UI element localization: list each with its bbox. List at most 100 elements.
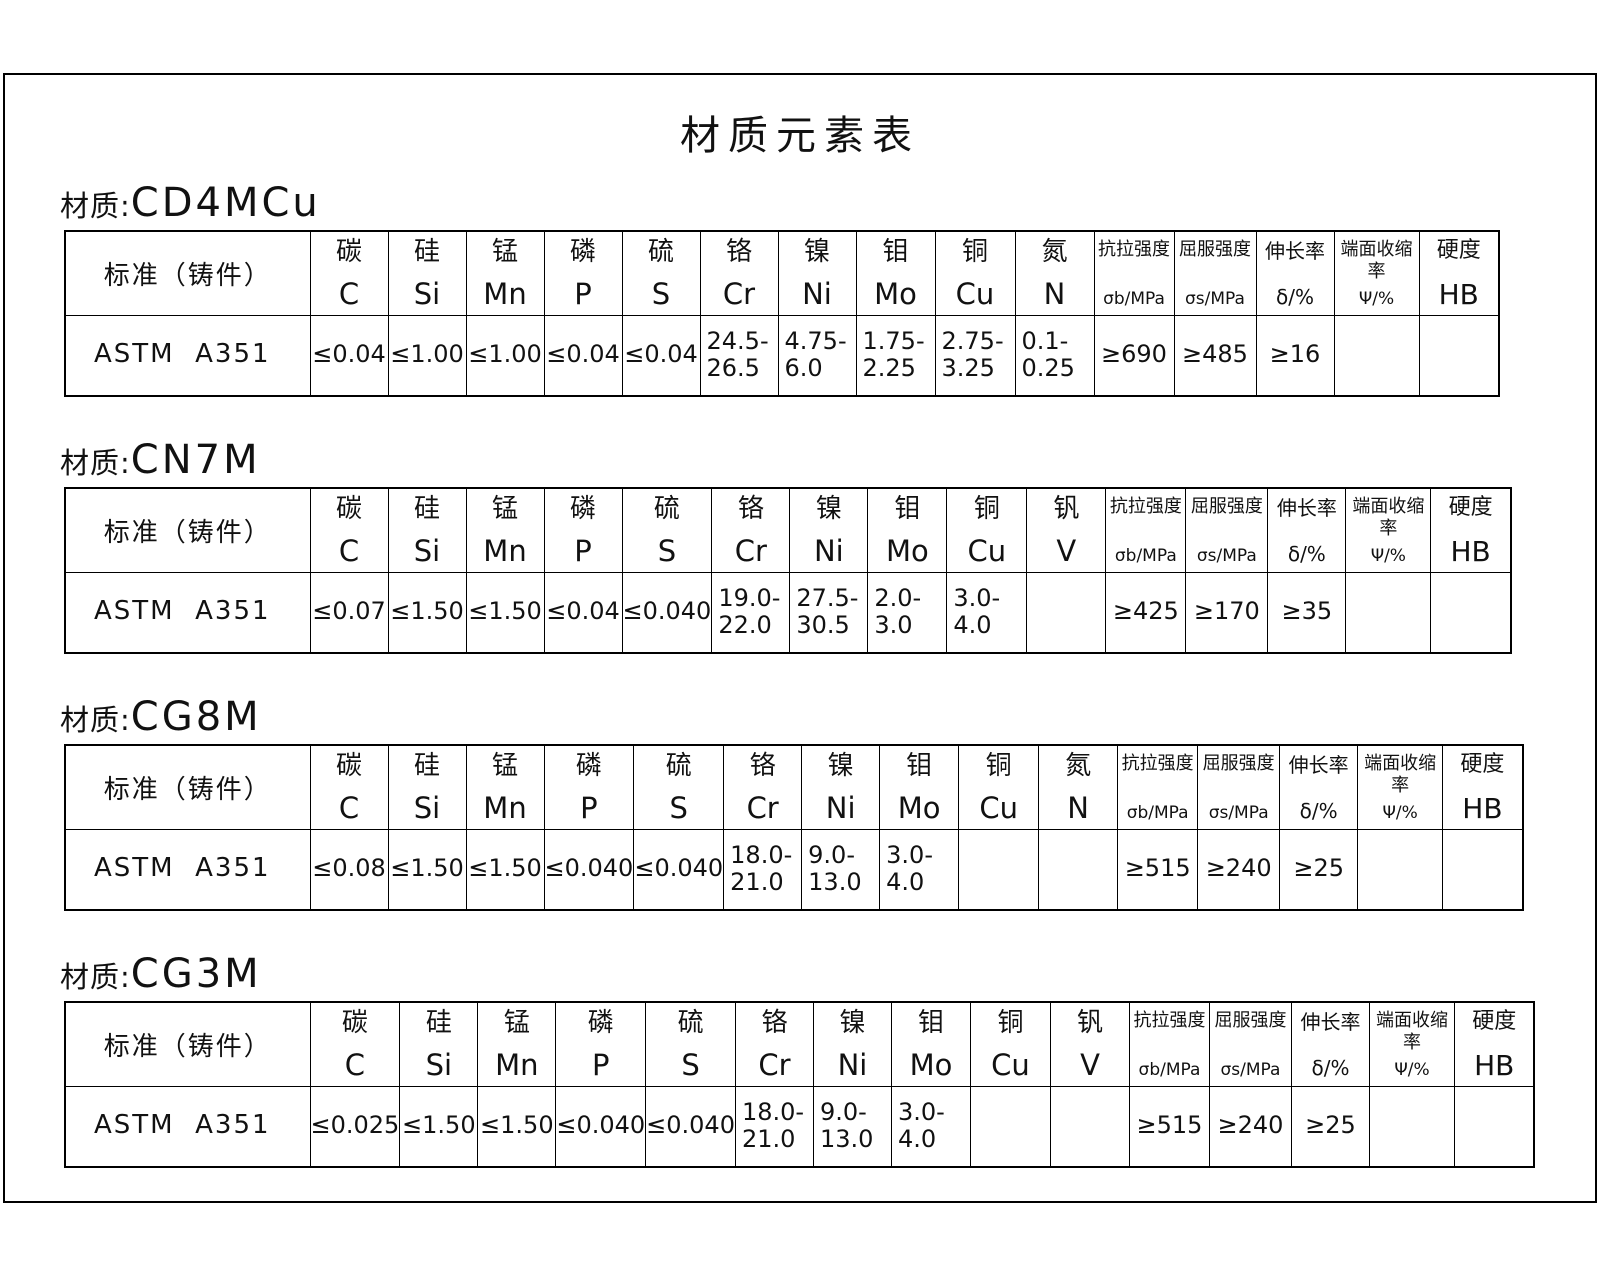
header-chinese-label: 铜 <box>973 494 1000 525</box>
value-cell: 4.75- 6.0 <box>777 314 857 397</box>
column-header: 标准（铸件） <box>64 230 311 316</box>
header-chinese-label: 氮 <box>1041 237 1068 268</box>
header-chinese-label: 硬度 <box>1460 752 1505 778</box>
header-cell-stack: 铬 Cr <box>713 492 789 569</box>
column-header: 铬 Cr <box>723 744 803 830</box>
header-chinese-label: 镍 <box>815 494 842 525</box>
header-symbol-label: Si <box>425 1048 453 1083</box>
header-symbol-label: S <box>681 1048 700 1083</box>
header-symbol-label: C <box>338 277 360 312</box>
header-symbol-label: Ψ/% <box>1370 545 1406 566</box>
header-chinese-label: 抗拉强度 <box>1133 1010 1206 1032</box>
header-cell-stack: 硬度 HB <box>1420 235 1498 311</box>
header-symbol-label: P <box>574 534 592 569</box>
value-cell: 18.0- 21.0 <box>723 828 803 911</box>
value-cell: ≥485 <box>1173 314 1257 397</box>
value-cell: ≥170 <box>1185 571 1269 654</box>
header-chinese-label: 碳 <box>335 494 362 525</box>
header-cell-stack: 铜 Cu <box>936 235 1014 311</box>
header-symbol-label: HB <box>1462 792 1503 826</box>
value-cell: ≥16 <box>1255 314 1335 397</box>
header-chinese-label: 硫 <box>647 237 674 268</box>
value-cell <box>1345 571 1432 654</box>
column-header: 屈服强度 σs/MPa <box>1208 1001 1292 1087</box>
header-chinese-label: 镍 <box>839 1008 866 1039</box>
value-cell: 0.1- 0.25 <box>1014 314 1095 397</box>
value-cell: ≥515 <box>1128 1085 1210 1168</box>
header-cell-stack: 端面收缩率 Ψ/% <box>1347 492 1430 568</box>
value-cell: 9.0- 13.0 <box>801 828 881 911</box>
header-cell-stack: 钼 Mo <box>892 1006 969 1082</box>
value-cell: ≤0.040 <box>543 828 635 911</box>
header-symbol-label: N <box>1043 277 1066 312</box>
header-symbol-label: δ/% <box>1276 285 1314 310</box>
value-cell <box>1418 314 1500 397</box>
material-name: CG8M <box>130 694 262 740</box>
header-cell-stack: 伸长率 δ/% <box>1292 1006 1368 1082</box>
header-cell-stack: 端面收缩率 Ψ/% <box>1335 235 1418 311</box>
table-row: ASTM A351 ≤0.025 ≤1.50 ≤1.50 ≤0.040 ≤0.040 18.… <box>64 1085 1535 1168</box>
column-header: 铜 Cu <box>934 230 1016 316</box>
column-header: 屈服强度 σs/MPa <box>1185 487 1269 573</box>
material-section: 材质: CD4MCu 标准（铸件）碳 C 硅 Si 锰 Mn 磷 P 硫 S 铬 Cr 镍 Ni 钼 Mo 铜 Cu 氮… <box>58 180 1538 397</box>
header-chinese-label: 硅 <box>413 237 440 268</box>
column-header: 镍 Ni <box>789 487 869 573</box>
value-cell: ≤0.04 <box>621 314 701 397</box>
column-header: 锰 Mn <box>465 487 545 573</box>
header-symbol-label: Ψ/% <box>1382 802 1418 823</box>
header-symbol-label: σs/MPa <box>1220 1059 1281 1080</box>
value-cell: ≥25 <box>1279 828 1359 911</box>
header-cell-stack: 伸长率 δ/% <box>1269 492 1345 568</box>
value-cell: ≤1.50 <box>477 1085 557 1168</box>
header-cell-stack: 镍 Ni <box>803 749 879 825</box>
material-prefix: 材质: <box>60 189 131 223</box>
header-cell-stack: 端面收缩率 Ψ/% <box>1370 1006 1453 1082</box>
column-header: 钼 Mo <box>867 487 948 573</box>
material-table: 标准（铸件）碳 C 硅 Si 锰 Mn 磷 P 硫 S 铬 Cr 镍 Ni 钼 Mo 铜 Cu 氮 N 抗拉强度 σb/M… <box>64 744 1524 911</box>
header-chinese-label: 硫 <box>677 1008 704 1039</box>
value-cell: ≤0.04 <box>309 314 389 397</box>
header-cell-stack: 镍 Ni <box>791 492 867 568</box>
header-symbol-label: Cu <box>967 534 1007 569</box>
value-cell: 3.0- 4.0 <box>879 828 960 911</box>
material-table: 标准（铸件）碳 C 硅 Si 锰 Mn 磷 P 硫 S 铬 Cr 镍 Ni 钼 Mo 铜 Cu 氮 N 抗拉强度 σb/M… <box>64 230 1500 397</box>
column-header: 钼 Mo <box>879 744 960 830</box>
column-header: 硬度 HB <box>1418 230 1500 316</box>
standard-value-cell: ASTM A351 <box>64 1085 311 1168</box>
header-symbol-label: Ni <box>802 277 832 312</box>
column-header: 端面收缩率 Ψ/% <box>1357 744 1444 830</box>
column-header: 镍 Ni <box>801 744 881 830</box>
value-cell: 18.0- 21.0 <box>734 1085 814 1168</box>
value-cell: 3.0- 4.0 <box>890 1085 971 1168</box>
value-cell: ≥240 <box>1197 828 1281 911</box>
header-cell-stack: 硅 Si <box>401 1006 477 1083</box>
header-symbol-label: Si <box>413 277 441 312</box>
column-header: 伸长率 δ/% <box>1255 230 1335 316</box>
header-symbol-label: Cr <box>734 534 767 569</box>
column-header: 锰 Mn <box>477 1001 557 1087</box>
header-symbol-label: Cu <box>991 1048 1030 1083</box>
column-header: 硬度 HB <box>1453 1001 1535 1087</box>
header-cell-stack: 铬 Cr <box>736 1006 812 1082</box>
header-symbol-label: Mo <box>885 534 929 569</box>
header-symbol-label: δ/% <box>1311 1056 1350 1081</box>
header-symbol-label: σb/MPa <box>1103 288 1165 309</box>
header-chinese-label: 镍 <box>803 237 830 268</box>
header-chinese-label: 碳 <box>335 751 362 782</box>
standard-header-label: 标准（铸件） <box>103 774 272 805</box>
header-chinese-label: 屈服强度 <box>1214 1010 1287 1032</box>
header-cell-stack: 铬 Cr <box>701 235 777 311</box>
value-cell: ≤0.025 <box>309 1085 401 1168</box>
header-row: 标准（铸件）碳 C 硅 Si 锰 Mn 磷 P 硫 S 铬 Cr 镍 Ni 钼 Mo 铜 Cu 钒 V 抗拉强度 σb/M… <box>64 487 1512 573</box>
column-header: 标准（铸件） <box>64 1001 311 1087</box>
material-table: 标准（铸件）碳 C 硅 Si 锰 Mn 磷 P 硫 S 铬 Cr 镍 Ni 钼 Mo 铜 Cu 钒 V 抗拉强度 σb/M… <box>64 1001 1536 1168</box>
standard-header-label: 标准（铸件） <box>103 260 272 291</box>
value-cell: ≤0.040 <box>633 828 725 911</box>
header-symbol-label: HB <box>1450 535 1491 569</box>
